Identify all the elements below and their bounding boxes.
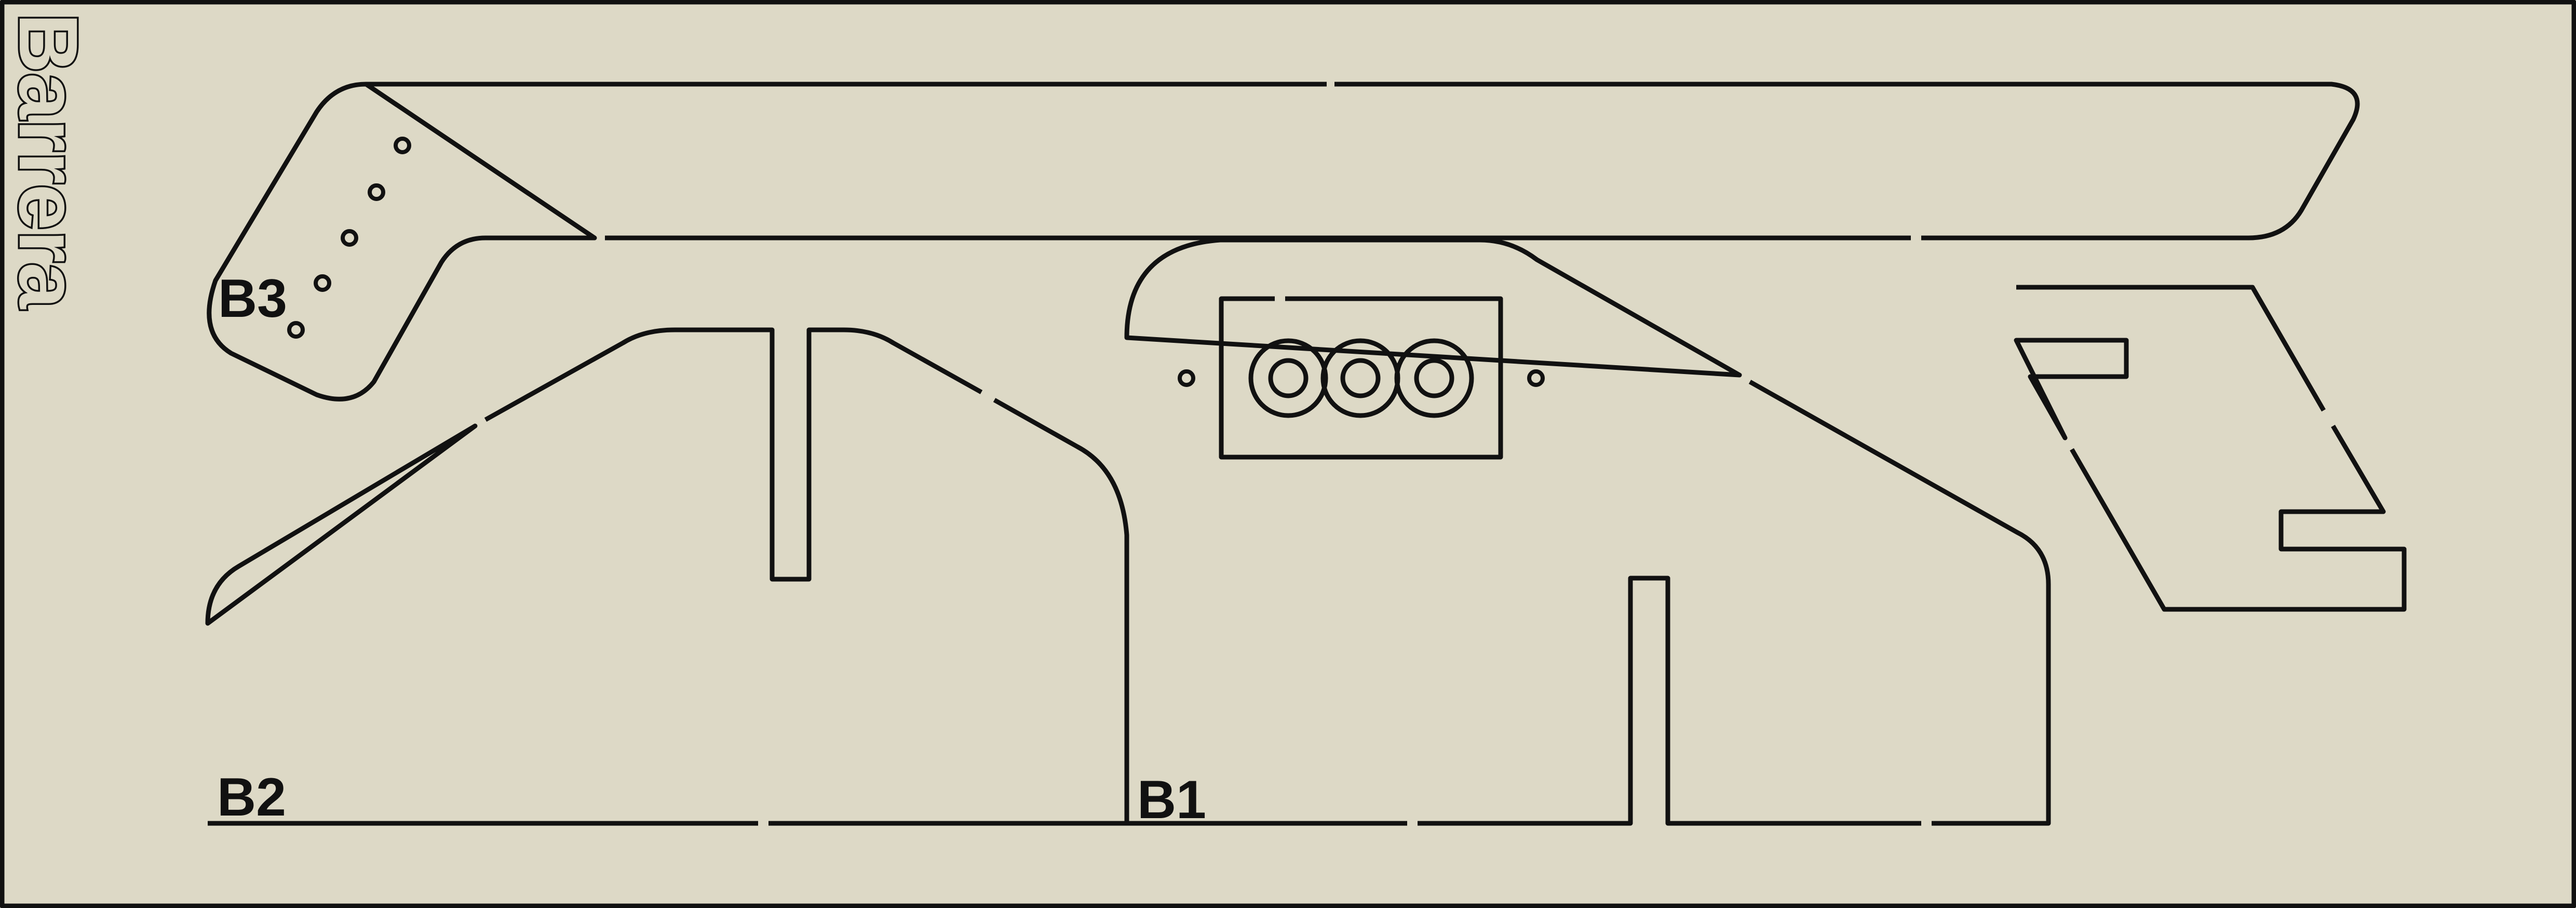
part-b1-outline	[1124, 237, 2051, 826]
b3-hole	[314, 274, 331, 292]
part-b2: B2	[205, 327, 1129, 827]
b3-hole	[368, 183, 385, 201]
connector-hole	[1414, 358, 1454, 398]
connector-ring	[1248, 338, 1328, 418]
connector-hole	[1268, 358, 1309, 398]
part-b1-label: B1	[1137, 770, 1206, 830]
part-b3-outline	[207, 82, 2360, 402]
b3-hole	[394, 137, 411, 154]
b3-hole	[341, 229, 358, 247]
b3-hole	[287, 321, 305, 339]
bracket-piece	[2014, 285, 2407, 612]
part-b3-label: B3	[218, 269, 287, 329]
part-b1: B1	[1124, 237, 2051, 830]
connector-window	[1219, 296, 1503, 460]
mounting-hole	[1178, 369, 1195, 387]
connector-hole	[1340, 358, 1381, 398]
connector-ring	[1394, 338, 1474, 418]
part-b3: B3	[207, 82, 2360, 402]
mounting-hole	[1527, 369, 1545, 387]
part-b2-label: B2	[217, 767, 286, 827]
part-b2-outline	[205, 327, 1129, 826]
bracket-outline	[2014, 285, 2407, 612]
sheet-title: Barrera	[2, 13, 95, 309]
